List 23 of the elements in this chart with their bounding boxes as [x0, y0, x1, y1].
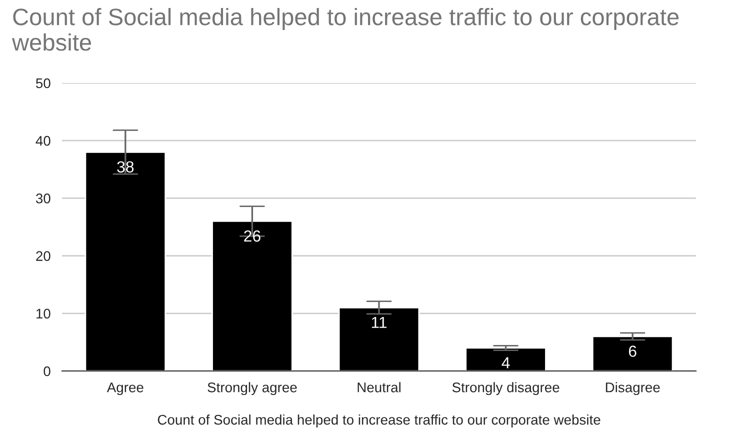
y-tick-label: 0 [44, 366, 50, 376]
bar [84, 151, 166, 371]
y-tick-label: 50 [36, 78, 50, 88]
y-tick-label: 10 [36, 308, 50, 319]
chart-title: Count of Social media helped to increase traffic to our corporate website [12, 8, 679, 51]
bar [465, 347, 546, 371]
data-label: 26 [244, 230, 260, 242]
x-tick-label: Agree [106, 382, 144, 396]
bar [338, 306, 420, 371]
data-label: 4 [502, 357, 510, 368]
bar [212, 220, 293, 371]
y-tick-label: 30 [36, 194, 50, 204]
data-label: 11 [372, 316, 387, 328]
x-axis-title: Count of Social media helped to increase traffic to our corporate website [158, 414, 600, 428]
x-tick-label: Strongly agree [208, 382, 297, 396]
data-label: 6 [628, 346, 636, 357]
x-tick-label: Disagree [606, 382, 660, 396]
y-tick-label: 40 [36, 136, 50, 146]
x-tick-label: Neutral [358, 382, 400, 392]
y-tick-label: 20 [36, 251, 50, 261]
data-label: 38 [117, 161, 134, 173]
x-tick-label: Strongly disagree [452, 382, 560, 396]
bar [592, 336, 674, 371]
